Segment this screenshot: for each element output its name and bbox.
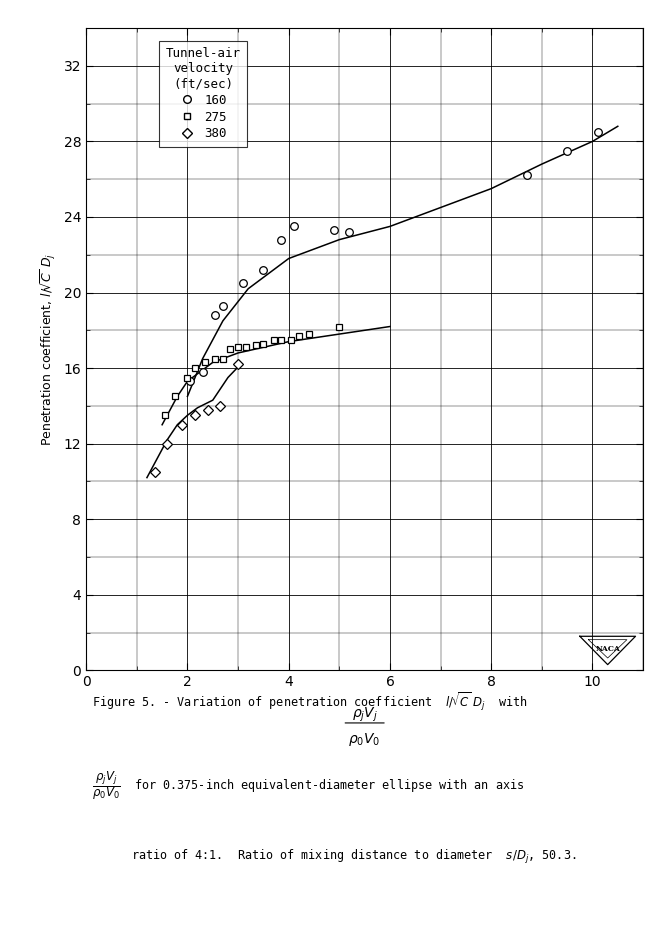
Text: Figure 5. - Variation of penetration coefficient  $l/\!\sqrt{C}\ D_j$  with: Figure 5. - Variation of penetration coe… — [91, 690, 528, 712]
Text: ratio of 4:1.  Ratio of mixing distance to diameter  $s/D_j$, 50.3.: ratio of 4:1. Ratio of mixing distance t… — [131, 848, 576, 866]
Text: NACA: NACA — [595, 645, 620, 652]
Text: $\dfrac{\rho_j V_j}{\rho_0 V_0}$  for 0.375-inch equivalent-diameter ellipse wit: $\dfrac{\rho_j V_j}{\rho_0 V_0}$ for 0.3… — [91, 769, 524, 802]
Text: $\rho_0 V_0$: $\rho_0 V_0$ — [349, 731, 381, 748]
Text: $\rho_j V_j$: $\rho_j V_j$ — [351, 706, 378, 724]
Y-axis label: Penetration coefficient, $l/\!\sqrt{C}\ D_j$: Penetration coefficient, $l/\!\sqrt{C}\ … — [38, 253, 58, 446]
Legend: 160, 275, 380: 160, 275, 380 — [159, 41, 247, 147]
